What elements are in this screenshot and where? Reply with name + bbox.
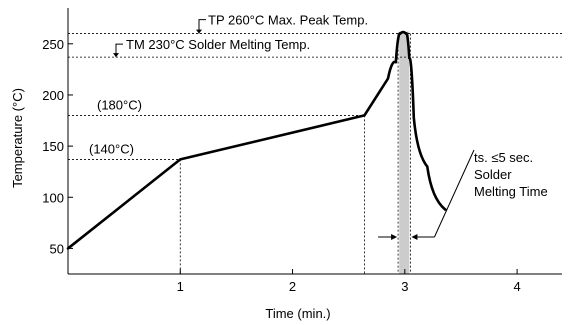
temperature-profile-line [66, 30, 447, 250]
tm-label: TM 230°C Solder Melting Temp. [126, 37, 310, 52]
x-axis-title: Time (min.) [265, 306, 330, 321]
ts-annotation-line: ts. ≤5 sec. [474, 150, 533, 165]
y-tick-label: 50 [50, 241, 64, 256]
tp-label: TP 260°C Max. Peak Temp. [208, 13, 368, 28]
y-tick-label: 200 [42, 88, 64, 103]
melting-time-shade [399, 31, 410, 275]
x-tick-label: 2 [289, 279, 296, 294]
tp-arrowhead [196, 29, 202, 34]
label-180c: (180°C) [97, 97, 142, 112]
ts-annotation-line: Solder [474, 167, 512, 182]
ts-annotation-line: Melting Time [474, 184, 548, 199]
tp-label-leader [198, 19, 206, 34]
x-tick-label: 4 [513, 279, 520, 294]
annotations: TP 260°C Max. Peak Temp. TM 230°C Solder … [89, 13, 548, 240]
ts-leader-line [433, 149, 475, 238]
ts-arrowhead-right [411, 234, 418, 240]
y-tick-label: 100 [42, 190, 64, 205]
series [66, 30, 447, 250]
y-tick-label: 250 [42, 37, 64, 52]
label-140c: (140°C) [89, 141, 134, 156]
y-axis-title: Temperature (°C) [10, 88, 25, 188]
x-tick-label: 1 [177, 279, 184, 294]
x-tick-label: 3 [401, 279, 408, 294]
axes [67, 8, 562, 275]
ticks: 50 100 150 200 250 1 2 3 4 [42, 37, 520, 294]
ts-arrowhead-left [391, 234, 398, 240]
tm-arrowhead [113, 53, 119, 58]
y-tick-label: 150 [42, 139, 64, 154]
shade-layer [399, 31, 410, 275]
tm-label-leader [115, 43, 123, 58]
